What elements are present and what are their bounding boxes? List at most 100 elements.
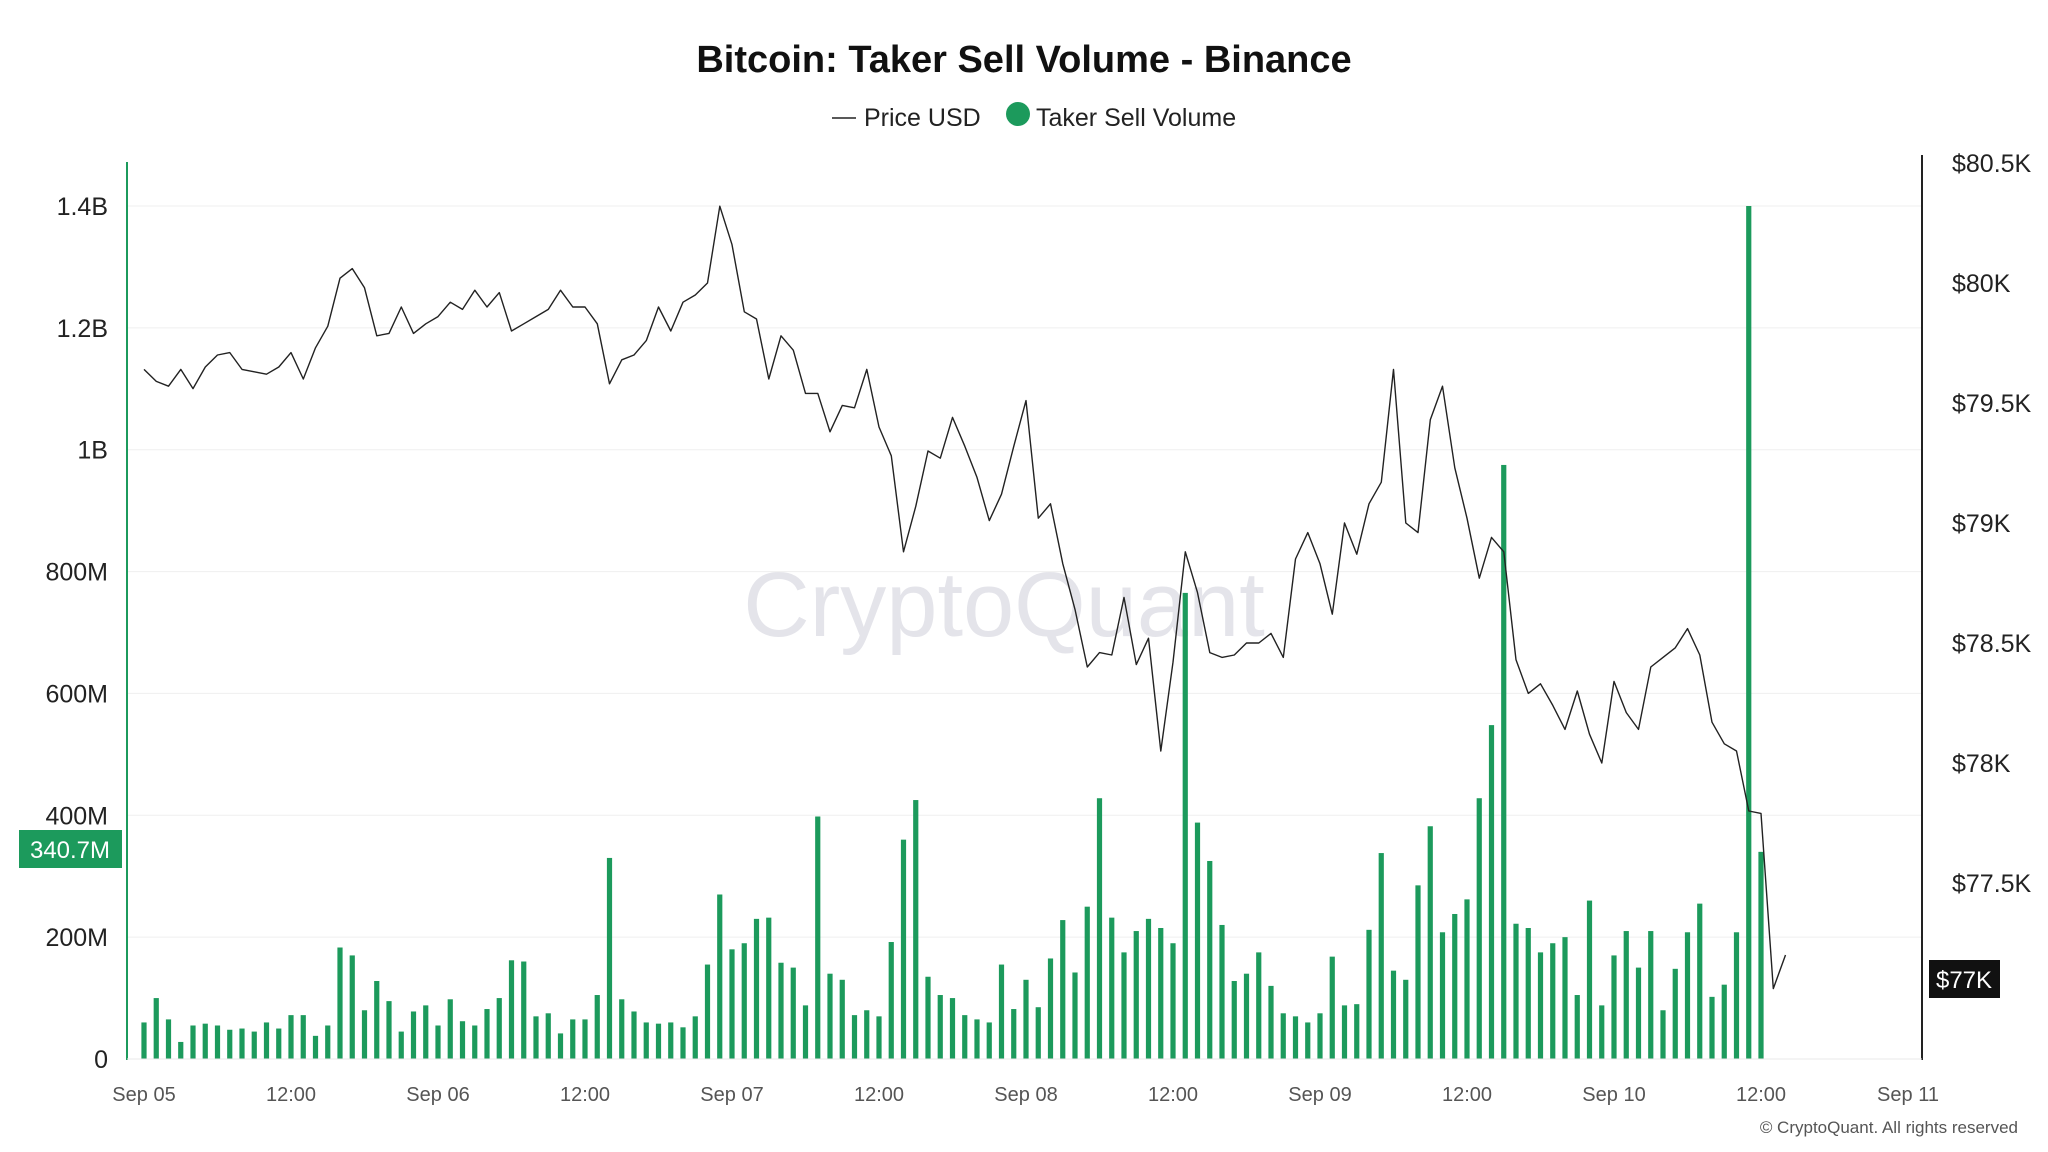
- volume-bar: [766, 917, 772, 1059]
- volume-bar: [1721, 984, 1727, 1059]
- left-tick-label: 1.2B: [57, 315, 108, 343]
- volume-bar: [276, 1028, 282, 1059]
- volume-bar: [1660, 1010, 1666, 1059]
- volume-bar: [1133, 931, 1139, 1059]
- volume-bar: [1635, 967, 1642, 1059]
- volume-bar: [1746, 206, 1752, 1059]
- volume-bar: [1501, 464, 1507, 1060]
- volume-bar: [851, 1015, 858, 1059]
- volume-bar: [190, 1025, 196, 1059]
- volume-bar: [1586, 900, 1593, 1059]
- volume-bar: [1170, 943, 1176, 1059]
- volume-bar: [1709, 996, 1715, 1059]
- volume-bar: [288, 1015, 294, 1059]
- legend-price-label: Price USD: [864, 104, 981, 132]
- x-tick-label: Sep 10: [1582, 1084, 1645, 1106]
- volume-bar: [900, 839, 907, 1059]
- left-axis-ticks: 0 200M 400M 600M 800M 1B 1.2B 1.4B: [45, 193, 108, 1074]
- volume-bar: [557, 1033, 564, 1059]
- right-tick-label: $79.5K: [1952, 390, 2032, 418]
- volume-bar: [178, 1041, 184, 1059]
- x-tick-label: 12:00: [1442, 1084, 1492, 1106]
- volume-bar: [165, 1019, 172, 1059]
- volume-bar: [1427, 826, 1433, 1059]
- volume-bar: [1758, 851, 1764, 1059]
- volume-bar: [974, 1019, 980, 1059]
- volume-bar: [962, 1015, 968, 1059]
- x-tick-label: 12:00: [1736, 1084, 1786, 1106]
- volume-bar: [1329, 956, 1335, 1059]
- volume-bar: [1648, 931, 1654, 1059]
- volume-bar: [1158, 928, 1164, 1059]
- volume-bar: [263, 1022, 270, 1059]
- volume-bar: [913, 800, 919, 1059]
- volume-bar: [508, 960, 515, 1059]
- volume-bar: [1341, 1005, 1348, 1059]
- volume-bar: [1378, 853, 1384, 1059]
- volume-bar: [717, 894, 723, 1059]
- right-tick-label: $78K: [1952, 750, 2011, 778]
- volume-bar: [1194, 822, 1201, 1059]
- volume-bar: [815, 816, 821, 1059]
- right-tick-label: $80K: [1952, 270, 2011, 298]
- volume-bar: [1035, 1007, 1041, 1059]
- x-tick-label: Sep 09: [1288, 1084, 1351, 1106]
- x-tick-label: 12:00: [266, 1084, 316, 1106]
- volume-bar: [1243, 973, 1250, 1059]
- volume-bar: [423, 1005, 429, 1059]
- volume-bar: [435, 1025, 441, 1059]
- volume-bar: [202, 1023, 208, 1059]
- volume-bar: [1011, 1009, 1017, 1059]
- volume-bar: [496, 998, 502, 1059]
- volume-bar: [521, 961, 527, 1059]
- volume-bar: [361, 1010, 368, 1059]
- volume-bar: [312, 1035, 319, 1059]
- volume-bar: [1219, 924, 1225, 1059]
- volume-bar: [1317, 1013, 1323, 1059]
- volume-bar: [778, 962, 784, 1059]
- volume-bar: [1145, 918, 1152, 1059]
- left-tick-label: 200M: [45, 924, 108, 952]
- volume-bar: [753, 918, 760, 1059]
- volume-bar: [300, 1015, 306, 1059]
- volume-bar: [1550, 943, 1556, 1059]
- volume-bar: [594, 995, 600, 1059]
- volume-bar: [827, 973, 833, 1059]
- volume-bar: [1415, 885, 1421, 1059]
- volume-bar: [1121, 952, 1127, 1059]
- volume-bar: [876, 1016, 882, 1059]
- volume-bar: [864, 1010, 870, 1059]
- left-tick-label: 0: [94, 1046, 108, 1074]
- watermark: CryptoQuant: [743, 554, 1265, 656]
- volume-bar: [668, 1022, 674, 1059]
- right-tick-label: $78.5K: [1952, 630, 2032, 658]
- left-current-badge: 340.7M: [19, 830, 122, 868]
- left-tick-label: 1B: [77, 437, 108, 465]
- right-current-badge-bg: [1929, 960, 2000, 998]
- x-tick-label: 12:00: [1148, 1084, 1198, 1106]
- volume-bar: [1390, 970, 1397, 1059]
- volume-bar: [949, 998, 956, 1059]
- volume-bar: [1476, 798, 1482, 1059]
- volume-bar: [888, 942, 894, 1059]
- volume-bar: [1672, 968, 1678, 1059]
- volume-bar: [680, 1027, 686, 1059]
- right-current-badge: $77K: [1929, 960, 2000, 998]
- volume-bar: [349, 955, 355, 1059]
- volume-bar: [386, 1001, 392, 1059]
- volume-bar: [802, 1005, 809, 1059]
- volume-bar: [1305, 1022, 1311, 1059]
- volume-bar: [1060, 920, 1066, 1059]
- left-current-badge-text: 340.7M: [30, 837, 110, 864]
- volume-bar: [1084, 906, 1090, 1059]
- volume-bar: [545, 1013, 551, 1059]
- volume-bar: [1623, 931, 1629, 1059]
- volume-bar: [619, 999, 625, 1059]
- x-tick-label: Sep 06: [406, 1084, 469, 1106]
- x-tick-label: 12:00: [854, 1084, 904, 1106]
- volume-bar: [1292, 1016, 1299, 1059]
- volume-bar: [692, 1016, 698, 1059]
- volume-bar: [1464, 899, 1470, 1059]
- volume-bar: [1684, 932, 1691, 1059]
